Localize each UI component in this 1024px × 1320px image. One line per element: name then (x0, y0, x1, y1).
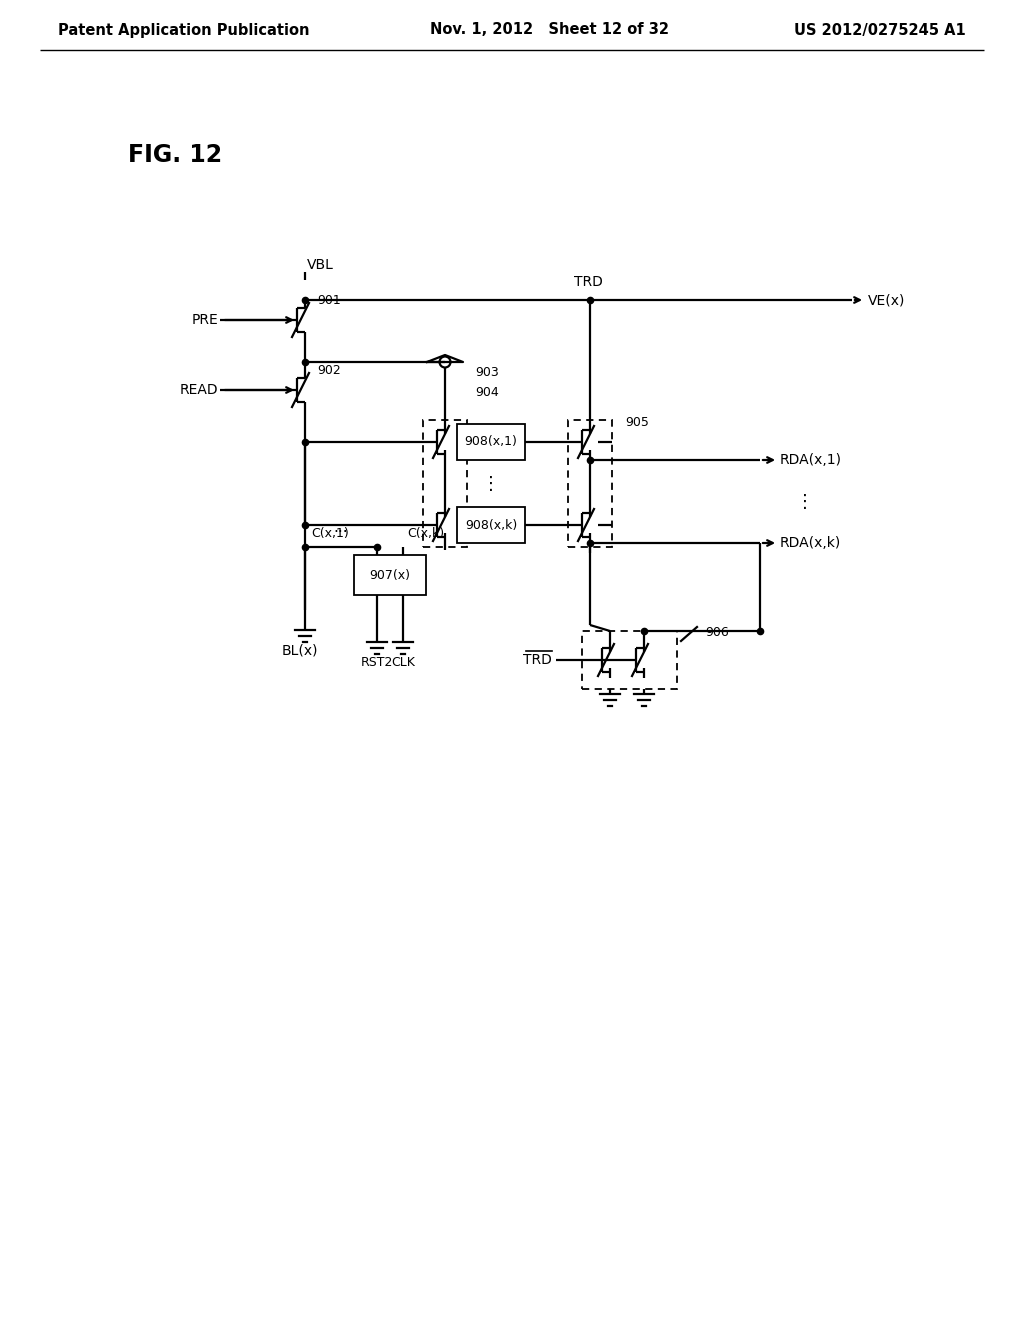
Text: C(x,1): C(x,1) (311, 527, 349, 540)
Text: 906: 906 (705, 627, 729, 639)
Bar (457, 424, 525, 459)
Text: 903: 903 (475, 366, 499, 379)
Text: Patent Application Publication: Patent Application Publication (58, 22, 309, 37)
Text: BL(x): BL(x) (282, 643, 318, 657)
Bar (354, 554, 426, 595)
Text: CLK: CLK (391, 656, 415, 668)
Text: Nov. 1, 2012   Sheet 12 of 32: Nov. 1, 2012 Sheet 12 of 32 (430, 22, 669, 37)
Text: READ: READ (179, 383, 218, 397)
Text: 901: 901 (317, 293, 341, 306)
Text: TRD: TRD (523, 653, 552, 667)
Bar (457, 507, 525, 543)
Text: RST2: RST2 (360, 656, 393, 668)
Text: VE(x): VE(x) (868, 293, 905, 308)
Text: 902: 902 (317, 363, 341, 376)
Text: ⋮: ⋮ (436, 475, 454, 492)
Text: ⋮: ⋮ (482, 475, 500, 492)
Text: RDA(x,k): RDA(x,k) (780, 536, 842, 550)
Text: TRD: TRD (573, 275, 602, 289)
Text: 908(x,1): 908(x,1) (465, 436, 517, 449)
Text: US 2012/0275245 A1: US 2012/0275245 A1 (795, 22, 966, 37)
Bar (582, 631, 677, 689)
Bar (568, 420, 612, 546)
Text: PRE: PRE (191, 313, 218, 327)
Text: VBL: VBL (307, 257, 334, 272)
Text: 908(x,k): 908(x,k) (465, 519, 517, 532)
Text: 904: 904 (475, 385, 499, 399)
Text: RDA(x,1): RDA(x,1) (780, 453, 842, 467)
Text: ⋮: ⋮ (581, 475, 599, 492)
Text: ⋮: ⋮ (796, 492, 814, 511)
Text: ···: ··· (334, 525, 348, 540)
Text: C(x,k): C(x,k) (407, 527, 444, 540)
Bar (423, 420, 467, 546)
Text: FIG. 12: FIG. 12 (128, 143, 222, 168)
Text: 907(x): 907(x) (370, 569, 411, 582)
Text: 905: 905 (625, 416, 649, 429)
